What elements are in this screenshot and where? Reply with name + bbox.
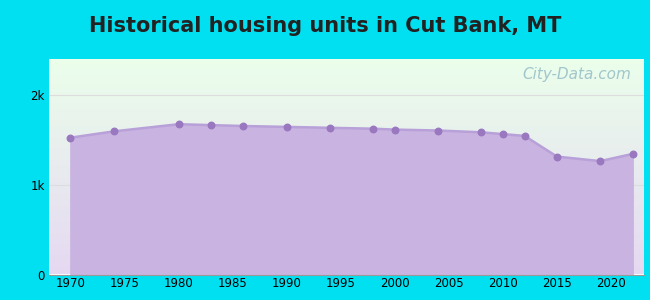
Point xyxy=(498,132,508,136)
Point xyxy=(389,127,400,132)
Point xyxy=(627,152,638,156)
Point xyxy=(368,126,378,131)
Point xyxy=(519,134,530,138)
Point xyxy=(595,159,605,164)
Text: Historical housing units in Cut Bank, MT: Historical housing units in Cut Bank, MT xyxy=(89,16,561,37)
Point xyxy=(109,129,119,134)
Point xyxy=(65,135,75,140)
Point xyxy=(552,154,562,159)
Point xyxy=(281,124,292,129)
Point xyxy=(476,130,486,135)
Text: City-Data.com: City-Data.com xyxy=(523,67,632,82)
Point xyxy=(206,123,216,128)
Point xyxy=(325,125,335,130)
Point xyxy=(238,124,248,128)
Point xyxy=(174,122,184,127)
Point xyxy=(433,128,443,133)
